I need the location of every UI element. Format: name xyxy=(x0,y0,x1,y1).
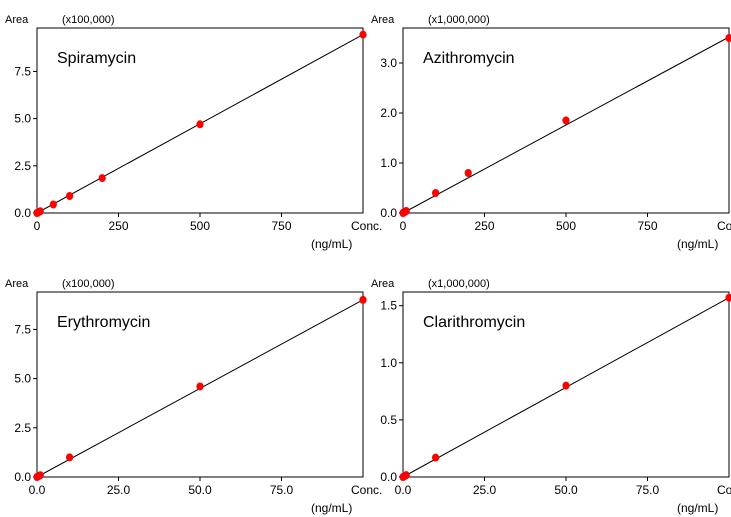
x-tick-label: 0.0 xyxy=(29,483,46,497)
y-tick-label: 5.0 xyxy=(14,372,31,386)
y-tick-label: 2.0 xyxy=(380,106,397,120)
x-tick-label: 500 xyxy=(190,219,210,233)
chart-panel-3: 0.0 2.5 5.0 7.5 0.0 25.0 50.0 75.0 Area (x100,000… xyxy=(5,278,382,515)
data-point xyxy=(196,120,204,129)
y-tick-label: 2.5 xyxy=(14,421,31,435)
x-tick-label: 500 xyxy=(556,219,576,233)
y-axis-label: Area xyxy=(371,278,395,290)
x-tick-label: 75.0 xyxy=(636,483,660,497)
y-axis-multiplier: (x1,000,000) xyxy=(428,278,490,290)
y-tick-label: 0.0 xyxy=(14,206,31,220)
chart-panel-2: 0.0 1.0 2.0 3.0 0 250 500 750 Area (x1,000,000) Co… xyxy=(371,14,731,251)
x-axis-unit: (ng/mL) xyxy=(311,501,352,515)
x-axis-label: Conc. xyxy=(351,483,382,497)
x-axis-unit: (ng/mL) xyxy=(677,501,718,515)
data-point xyxy=(66,453,74,462)
x-tick-label: 75.0 xyxy=(270,483,294,497)
data-point xyxy=(36,471,44,480)
data-point xyxy=(359,295,367,304)
x-axis-unit: (ng/mL) xyxy=(677,237,718,251)
x-tick-label: 0 xyxy=(400,219,407,233)
x-tick-label: 250 xyxy=(474,219,494,233)
y-tick-label: 1.5 xyxy=(380,299,397,313)
data-point xyxy=(359,30,367,39)
y-axis-multiplier: (x100,000) xyxy=(62,14,115,26)
panel-title: Clarithromycin xyxy=(423,314,525,331)
x-tick-label: 750 xyxy=(637,219,657,233)
x-tick-label: 25.0 xyxy=(107,483,131,497)
y-axis-label: Area xyxy=(371,14,395,26)
data-point xyxy=(36,207,44,216)
y-axis-label: Area xyxy=(5,14,29,26)
data-point xyxy=(66,192,74,201)
x-axis-label: Conc. xyxy=(351,219,382,233)
x-tick-label: 750 xyxy=(271,219,291,233)
data-point xyxy=(562,116,570,125)
data-point xyxy=(402,207,410,215)
chart-panel-1: 0.0 2.5 5.0 7.5 0 250 500 750 Area (x100,000) Conc… xyxy=(5,14,382,251)
panel-title: Azithromycin xyxy=(423,50,515,67)
data-point xyxy=(464,169,472,177)
panel-title: Erythromycin xyxy=(57,314,150,331)
data-point xyxy=(562,381,570,390)
x-tick-label: 50.0 xyxy=(554,483,578,497)
y-axis-multiplier: (x100,000) xyxy=(62,278,115,290)
data-point xyxy=(432,189,440,197)
x-axis-label: Conc. xyxy=(717,483,731,497)
data-point xyxy=(98,174,106,183)
data-point xyxy=(49,200,57,209)
x-tick-label: 25.0 xyxy=(473,483,497,497)
y-axis-label: Area xyxy=(5,278,29,290)
x-axis-unit: (ng/mL) xyxy=(311,237,352,251)
regression-line xyxy=(402,36,730,214)
data-point xyxy=(432,453,440,462)
y-tick-label: 0.0 xyxy=(380,470,397,484)
x-tick-label: 0.0 xyxy=(395,483,412,497)
y-tick-label: 5.0 xyxy=(14,112,31,126)
x-tick-label: 250 xyxy=(108,219,128,233)
data-point xyxy=(196,382,204,391)
chart-panel-4: 0.0 0.5 1.0 1.5 0.0 25.0 50.0 75.0 Area (x1,000,0… xyxy=(371,278,731,515)
y-tick-label: 7.5 xyxy=(14,322,31,336)
data-point xyxy=(725,293,731,302)
y-tick-label: 1.0 xyxy=(380,156,397,170)
y-tick-label: 0.0 xyxy=(380,206,397,220)
x-tick-label: 0 xyxy=(34,219,41,233)
data-point xyxy=(402,471,410,480)
y-tick-label: 3.0 xyxy=(380,56,397,70)
y-tick-label: 2.5 xyxy=(14,159,31,173)
y-tick-label: 0.5 xyxy=(380,413,397,427)
y-axis-multiplier: (x1,000,000) xyxy=(428,14,490,26)
x-tick-label: 50.0 xyxy=(188,483,212,497)
x-axis-label: Conc. xyxy=(717,219,731,233)
y-tick-label: 0.0 xyxy=(14,470,31,484)
panel-title: Spiramycin xyxy=(57,50,136,67)
data-point xyxy=(725,34,731,42)
y-tick-label: 1.0 xyxy=(380,356,397,370)
y-tick-label: 7.5 xyxy=(14,64,31,78)
